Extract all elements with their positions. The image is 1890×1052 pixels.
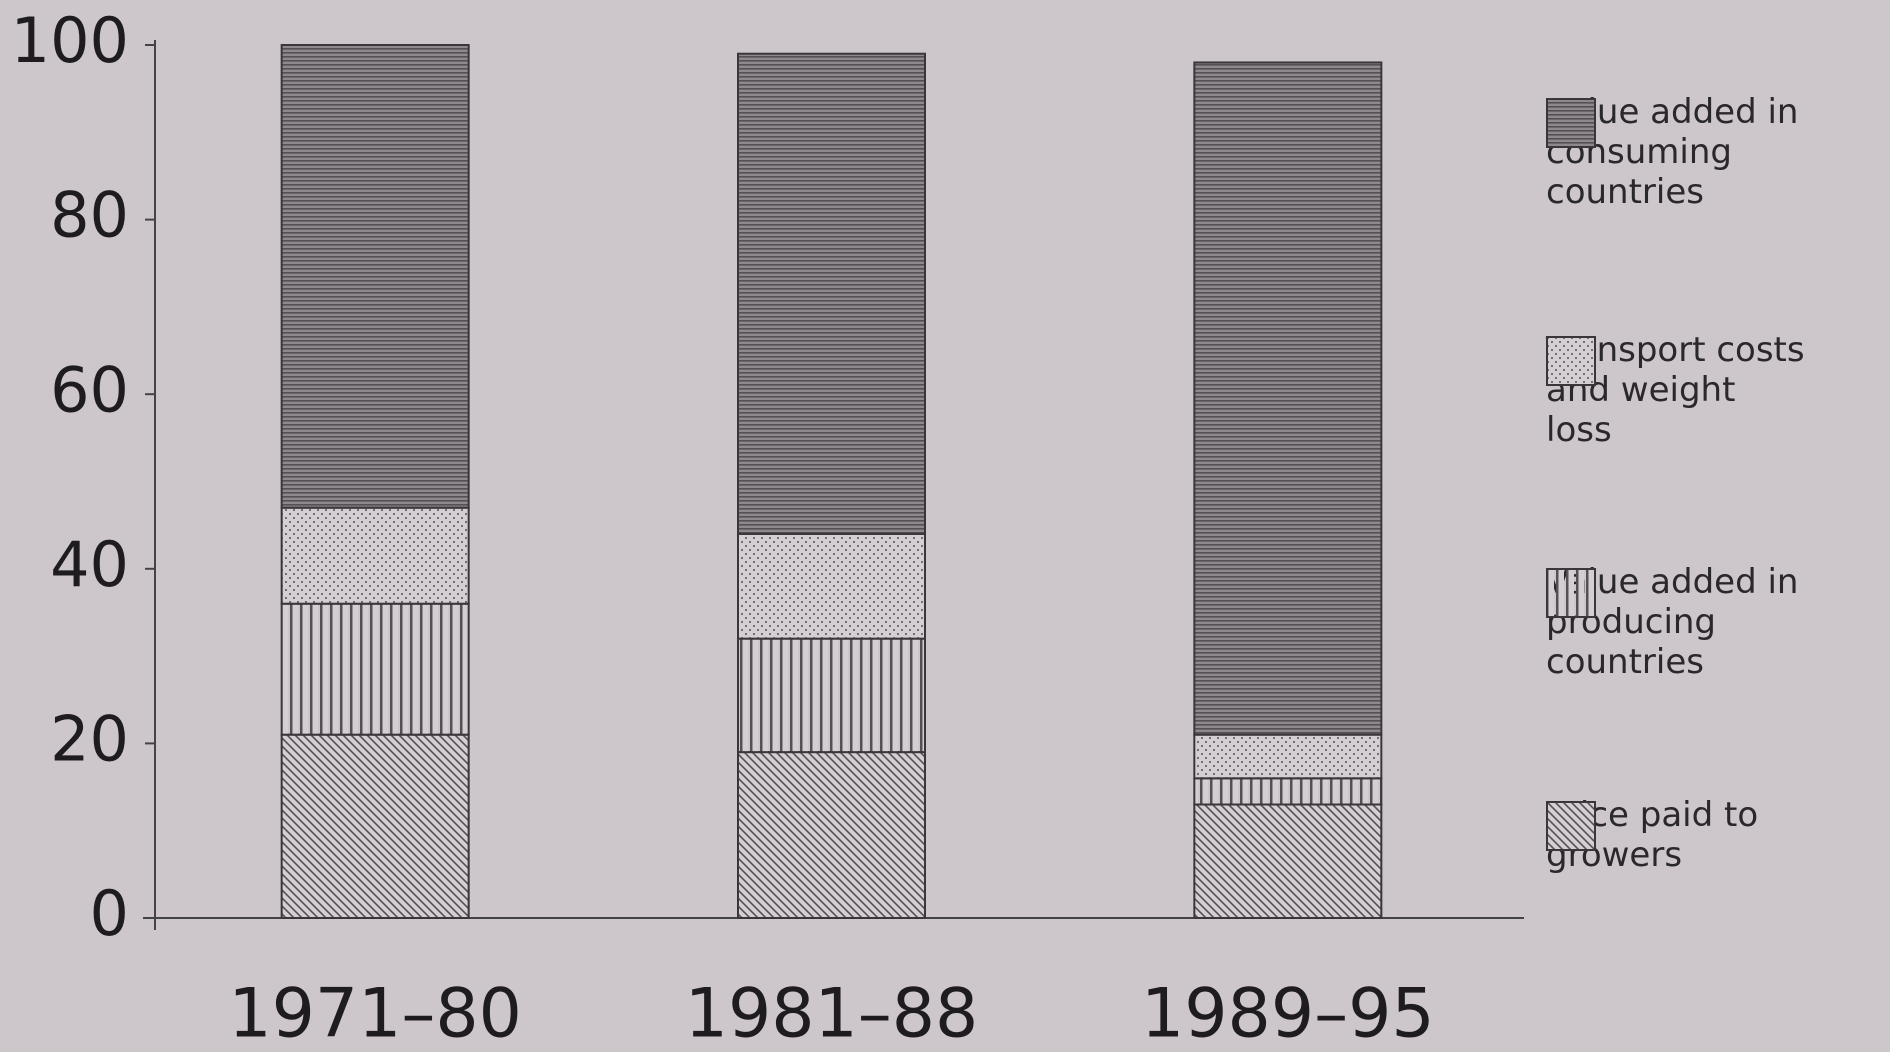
bar-segment	[737, 751, 926, 919]
bar-segment	[737, 532, 926, 640]
legend-swatch	[1546, 568, 1596, 618]
legend-swatch	[1546, 98, 1596, 148]
y-tick-label: 100	[11, 4, 129, 77]
bar-segment	[280, 733, 470, 919]
legend-item: Value added in producing countries	[1546, 562, 1886, 682]
y-tick-label: 0	[90, 877, 129, 950]
bar-segment	[280, 602, 470, 736]
x-tick-label: 1981–88	[685, 975, 979, 1052]
legend-item: Transport costs and weight loss	[1546, 330, 1886, 450]
legend-swatch	[1546, 336, 1596, 386]
y-tick-label: 80	[50, 179, 129, 252]
x-tick-label: 1989–95	[1141, 975, 1435, 1052]
bar-segment	[1193, 803, 1383, 920]
bar-segment	[280, 44, 470, 509]
bar-segment	[737, 52, 926, 535]
x-tick-label: 1971–80	[228, 975, 522, 1052]
y-tick-label: 60	[50, 353, 129, 426]
y-tick-label: 20	[50, 702, 129, 775]
bar-segment	[1193, 777, 1383, 806]
bar-segment	[1193, 61, 1383, 736]
legend-label: Transport costs and weight loss	[1546, 330, 1805, 450]
bar-segment	[737, 637, 926, 754]
legend-swatch	[1546, 801, 1596, 851]
y-tick-label: 40	[50, 528, 129, 601]
legend-item: Price paid to growers	[1546, 795, 1886, 875]
legend-item: Value added in consuming countries	[1546, 92, 1886, 212]
bar-segment	[280, 506, 470, 605]
bar-segment	[1193, 733, 1383, 780]
